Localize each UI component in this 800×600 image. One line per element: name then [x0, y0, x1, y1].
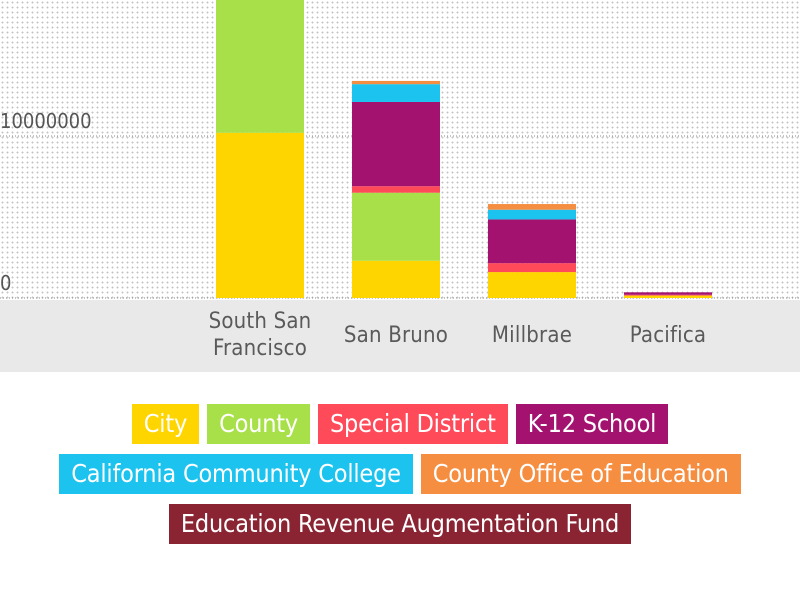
bar-segment	[352, 260, 440, 298]
legend-row: California Community College County Offic…	[0, 454, 800, 504]
y-tick-label: 10000000	[0, 109, 92, 133]
category-label-line: Pacifica	[629, 323, 707, 348]
legend-item[interactable]: California Community College	[59, 454, 413, 494]
legend-row: City County Special District K-12 School	[0, 404, 800, 454]
category-label: San Bruno	[326, 322, 466, 349]
category-label: Millbrae	[462, 322, 602, 349]
category-label-line: San Bruno	[343, 323, 449, 348]
category-label-line: South San	[208, 309, 312, 334]
y-tick-label: 0	[0, 271, 11, 295]
bar-segment	[216, 0, 304, 133]
category-label-line: Millbrae	[491, 323, 573, 348]
category-label: Pacifica	[598, 322, 738, 349]
legend-item[interactable]: City	[131, 404, 200, 444]
bar-segment	[488, 219, 576, 264]
bar-segment	[488, 209, 576, 220]
bar-segment	[624, 294, 712, 296]
legend: City County Special District K-12 School Cal…	[0, 404, 800, 554]
bar-segment	[488, 272, 576, 298]
legend-item[interactable]: Special District	[317, 404, 508, 444]
bar-segment	[488, 204, 576, 210]
category-label: South San Francisco	[190, 308, 330, 362]
legend-item[interactable]: County Office of Education	[420, 454, 741, 494]
legend-item[interactable]: K-12 School	[515, 404, 669, 444]
bar-segment	[352, 80, 440, 85]
plot-area: 0 10000000	[0, 0, 800, 300]
legend-row: Education Revenue Augmentation Fund	[0, 504, 800, 554]
bar-segment	[488, 263, 576, 273]
bar-segment	[624, 295, 712, 298]
category-label-line: Francisco	[212, 336, 308, 361]
bar-chart: 0 10000000	[0, 0, 800, 299]
x-axis-band: South San Francisco San Bruno Millbrae Pacif…	[0, 300, 800, 372]
bar-segment	[352, 101, 440, 187]
bar-segment	[352, 192, 440, 261]
legend-item[interactable]: County	[207, 404, 310, 444]
legend-item[interactable]: Education Revenue Augmentation Fund	[168, 504, 632, 544]
bar-segment	[352, 186, 440, 193]
bar-segment	[352, 84, 440, 102]
bar-segment	[624, 292, 712, 295]
bar-segment	[216, 132, 304, 298]
